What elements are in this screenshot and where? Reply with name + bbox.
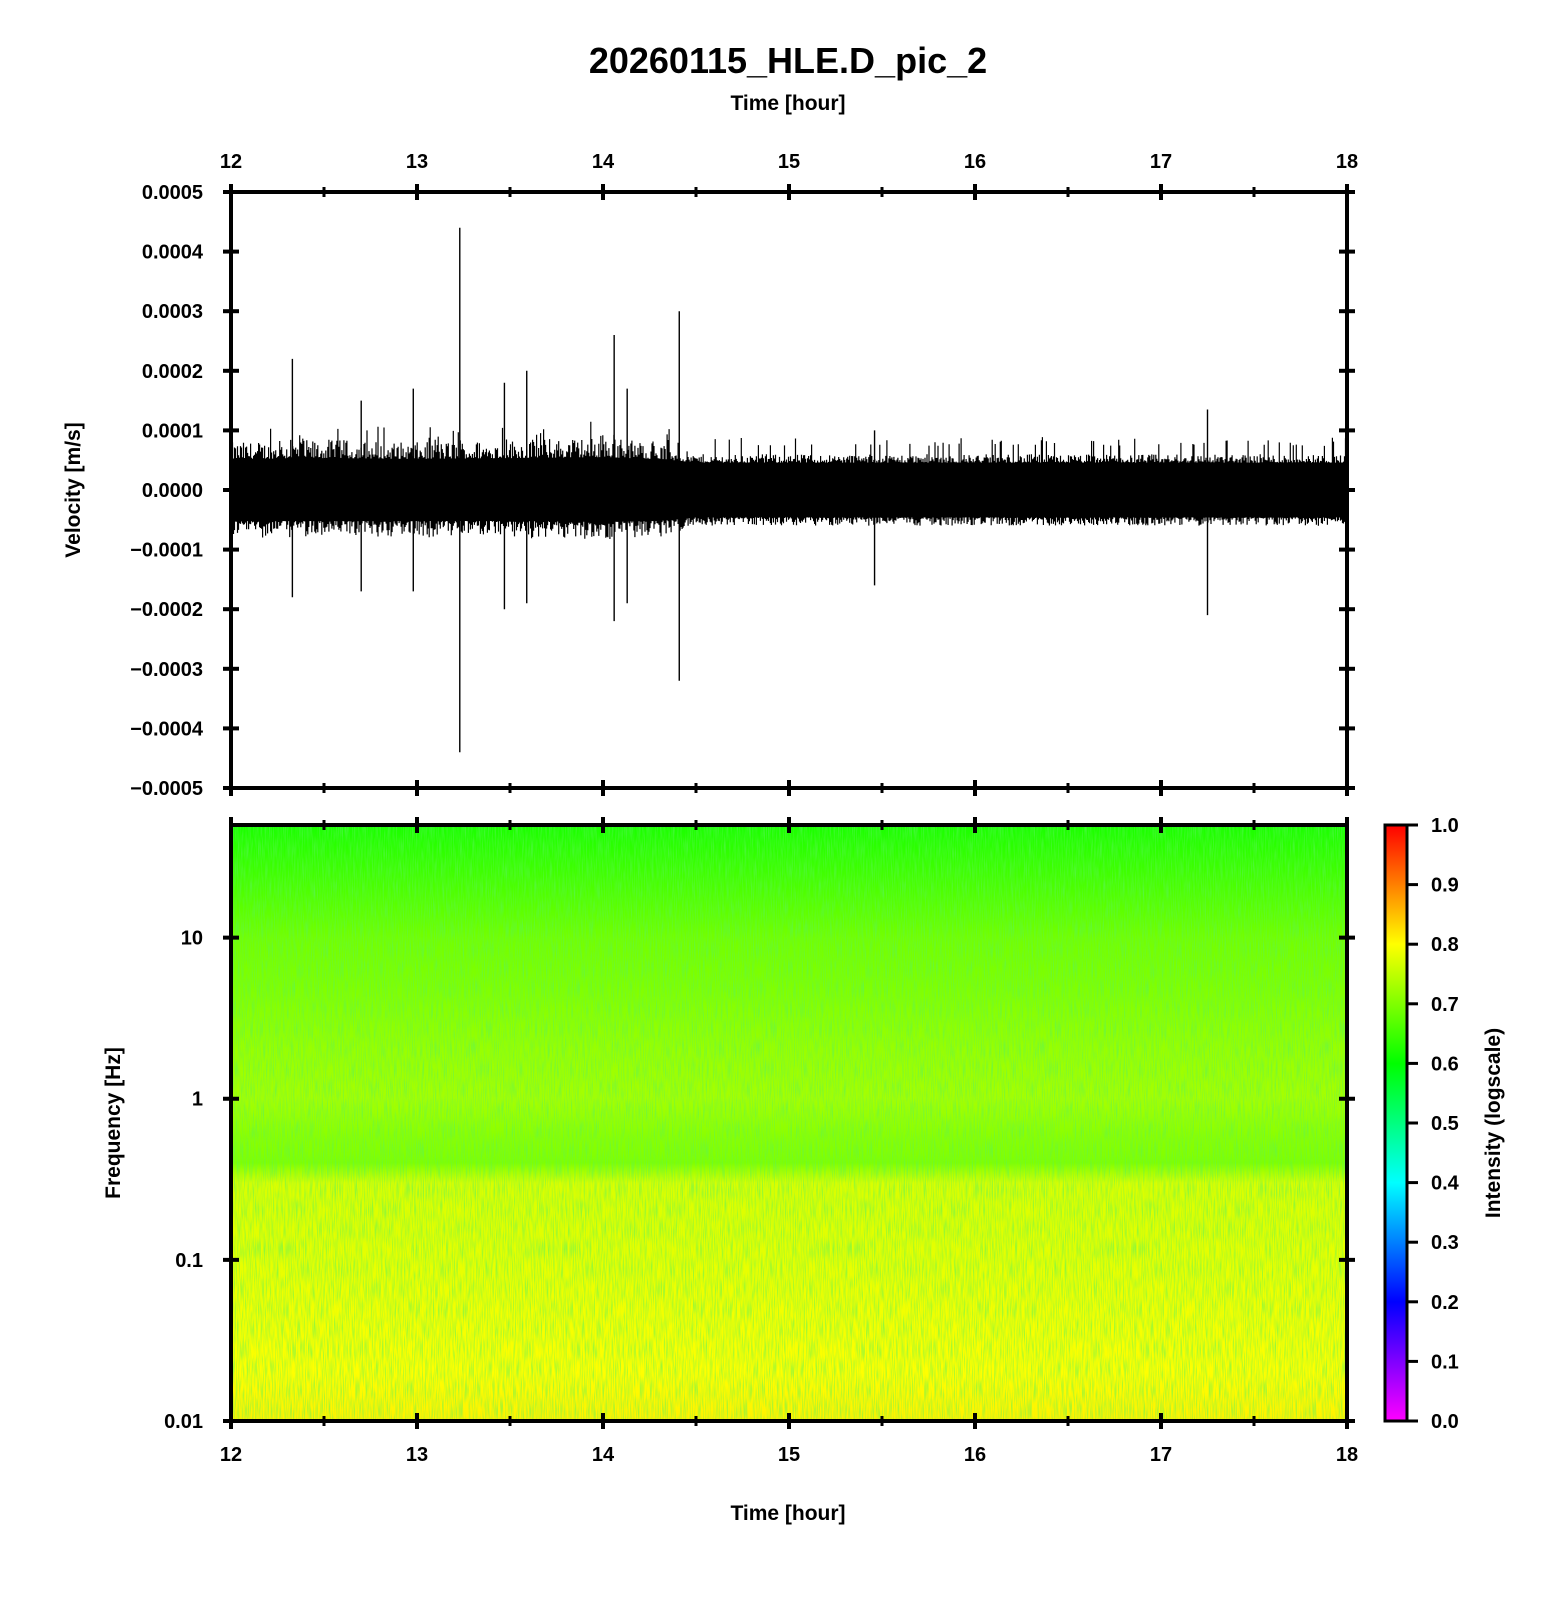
spectrogram-x-tick-label: 14 (592, 1444, 615, 1466)
waveform-y-tick-label: −0.0005 (130, 778, 203, 800)
top-x-axis-label: Time [hour] (730, 92, 845, 115)
waveform-x-tick-label: 15 (778, 151, 800, 173)
waveform-y-tick-label: −0.0001 (130, 540, 203, 562)
waveform-y-ticks: 0.0005 0.0004 0.0003 0.0002 0.0001 0.0000 −0.0… (130, 182, 1355, 800)
spectrogram-x-tick-label: 17 (1150, 1444, 1172, 1466)
colorbar-tick-label: 0.4 (1431, 1173, 1460, 1195)
colorbar-tick-label: 0.9 (1431, 875, 1459, 897)
colorbar-tick-label: 0.8 (1431, 934, 1459, 956)
colorbar: 1.0 0.9 0.8 0.7 0.6 0.5 0.4 0.3 0.2 0.1 0.0 Intens… (1383, 815, 1505, 1433)
waveform-x-tick-label: 17 (1150, 151, 1172, 173)
spectrogram-texture (231, 825, 1347, 1421)
spectrogram-y-axis-label: Frequency [Hz] (102, 1047, 125, 1199)
waveform-y-tick-label: 0.0002 (142, 361, 203, 383)
spectrogram-x-axis-label: Time [hour] (730, 1502, 845, 1525)
waveform-y-axis-label: Velocity [m/s] (62, 422, 85, 557)
waveform-x-tick-label: 14 (592, 151, 615, 173)
waveform-y-tick-label: −0.0003 (130, 659, 203, 681)
waveform-trace (230, 227, 1348, 753)
waveform-core-band (231, 464, 1347, 516)
colorbar-tick-label: 0.3 (1431, 1232, 1459, 1254)
colorbar-tick-label: 1.0 (1431, 815, 1459, 837)
colorbar-ticks: 1.0 0.9 0.8 0.7 0.6 0.5 0.4 0.3 0.2 0.1 0.0 (1407, 815, 1460, 1433)
waveform-x-tick-label: 12 (220, 151, 242, 173)
spectrogram-panel: 12 13 14 15 16 17 18 10 1 0.1 0.01 Time [hour] Fr… (102, 817, 1358, 1525)
spectrogram-x-ticks: 12 13 14 15 16 17 18 (220, 817, 1358, 1466)
spectrogram-x-tick-label: 12 (220, 1444, 242, 1466)
colorbar-label: Intensity (logscale) (1482, 1028, 1505, 1218)
spectrogram-x-tick-label: 18 (1336, 1444, 1358, 1466)
waveform-y-tick-label: −0.0002 (130, 599, 203, 621)
spectrogram-x-tick-label: 16 (964, 1444, 986, 1466)
waveform-y-tick-label: −0.0004 (130, 718, 204, 740)
spectrogram-y-tick-label: 10 (181, 928, 203, 950)
spectrogram-y-tick-label: 1 (192, 1089, 203, 1111)
colorbar-gradient (1383, 823, 1409, 1423)
waveform-y-tick-label: 0.0004 (142, 242, 204, 264)
colorbar-tick-label: 0.5 (1431, 1113, 1459, 1135)
spectrogram-x-tick-label: 15 (778, 1444, 800, 1466)
waveform-x-tick-label: 18 (1336, 151, 1358, 173)
colorbar-tick-label: 0.2 (1431, 1292, 1459, 1314)
colorbar-tick-label: 0.7 (1431, 994, 1459, 1016)
spectrogram-y-ticks: 10 1 0.1 0.01 (164, 928, 1355, 1433)
spectrogram-y-tick-label: 0.01 (164, 1411, 203, 1433)
colorbar-tick-label: 0.0 (1431, 1411, 1459, 1433)
colorbar-tick-label: 0.6 (1431, 1053, 1459, 1075)
waveform-y-tick-label: 0.0005 (142, 182, 203, 204)
spectrogram-x-tick-label: 13 (406, 1444, 428, 1466)
waveform-y-tick-label: 0.0000 (142, 480, 203, 502)
waveform-y-tick-label: 0.0003 (142, 301, 203, 323)
waveform-x-tick-label: 13 (406, 151, 428, 173)
colorbar-tick-label: 0.1 (1431, 1351, 1459, 1373)
waveform-panel: 12 13 14 15 16 17 18 0.00050.00040.00030.00020… (62, 151, 1358, 800)
waveform-y-tick-label: 0.0001 (142, 420, 203, 442)
waveform-x-tick-label: 16 (964, 151, 986, 173)
spectrogram-y-tick-label: 0.1 (175, 1250, 203, 1272)
figure-title: 20260115_HLE.D_pic_2 (589, 40, 987, 81)
